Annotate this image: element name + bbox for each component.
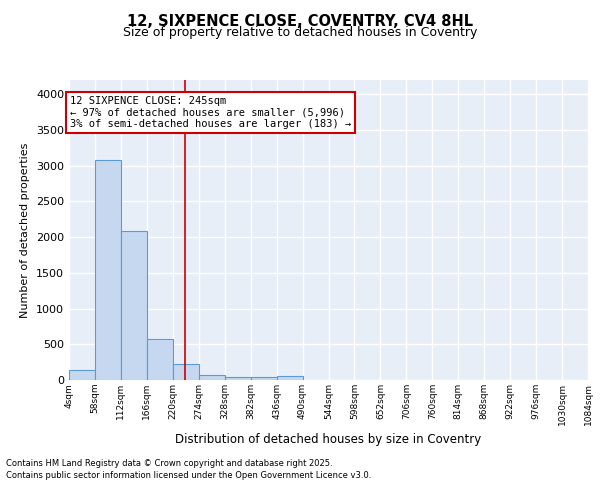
Bar xyxy=(147,340,173,380)
Bar xyxy=(95,160,121,380)
Bar xyxy=(251,377,277,380)
Text: 12, SIXPENCE CLOSE, COVENTRY, CV4 8HL: 12, SIXPENCE CLOSE, COVENTRY, CV4 8HL xyxy=(127,14,473,29)
Bar xyxy=(277,376,302,380)
Text: Contains public sector information licensed under the Open Government Licence v3: Contains public sector information licen… xyxy=(6,470,371,480)
Text: Contains HM Land Registry data © Crown copyright and database right 2025.: Contains HM Land Registry data © Crown c… xyxy=(6,460,332,468)
Bar xyxy=(121,232,147,380)
Bar xyxy=(199,375,224,380)
X-axis label: Distribution of detached houses by size in Coventry: Distribution of detached houses by size … xyxy=(175,433,482,446)
Text: 12 SIXPENCE CLOSE: 245sqm
← 97% of detached houses are smaller (5,996)
3% of sem: 12 SIXPENCE CLOSE: 245sqm ← 97% of detac… xyxy=(70,96,351,129)
Bar xyxy=(173,364,199,380)
Bar xyxy=(225,377,251,380)
Bar xyxy=(69,370,95,380)
Text: Size of property relative to detached houses in Coventry: Size of property relative to detached ho… xyxy=(123,26,477,39)
Y-axis label: Number of detached properties: Number of detached properties xyxy=(20,142,31,318)
